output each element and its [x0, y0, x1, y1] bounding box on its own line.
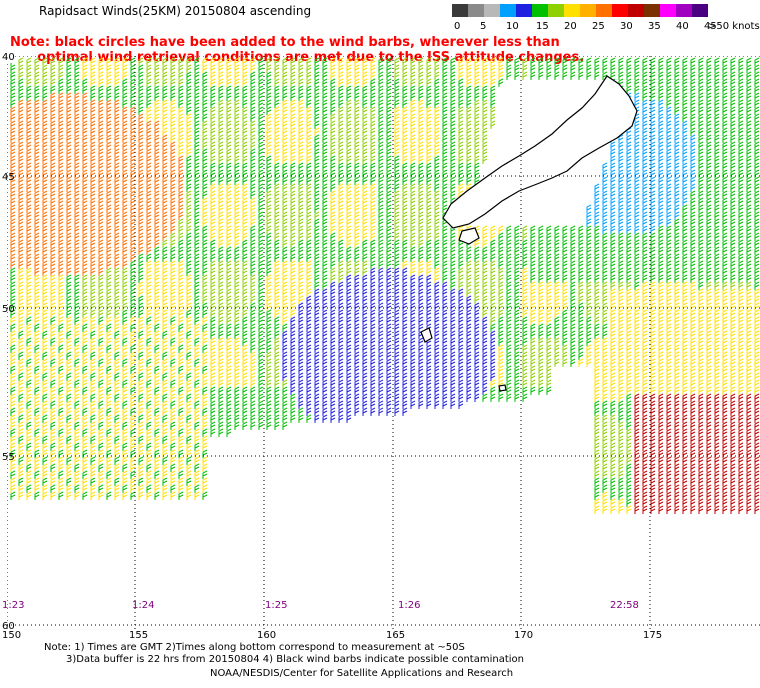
auckland-islands [420, 327, 433, 343]
lat-label-40: 40 [2, 52, 15, 63]
legend-label-15: 15 [536, 21, 549, 32]
legend-label-max: >50 knots [708, 21, 760, 32]
legend-swatch [548, 4, 564, 17]
legend-label-40: 40 [676, 21, 689, 32]
lon-label-160: 160 [257, 630, 277, 641]
wind-barb-map [7, 56, 760, 631]
footer-note-1: Note: 1) Times are GMT 2)Times along bot… [44, 642, 465, 653]
legend-swatch [452, 4, 468, 17]
lat-label-55: 55 [2, 452, 15, 463]
legend-label-10: 10 [506, 21, 519, 32]
lon-label-155: 155 [129, 630, 149, 641]
time-label-2: 1:24 [132, 600, 155, 611]
legend-swatch [516, 4, 532, 17]
legend-swatch [596, 4, 612, 17]
lon-label-150: 150 [2, 630, 22, 641]
time-label-4: 1:26 [398, 600, 421, 611]
legend-swatch [500, 4, 516, 17]
legend-label-20: 20 [564, 21, 577, 32]
legend-swatch [468, 4, 484, 17]
lon-label-170: 170 [514, 630, 534, 641]
legend-label-0: 0 [454, 21, 461, 32]
legend-swatch [564, 4, 580, 17]
grid-lines [7, 56, 760, 631]
legend-swatch [676, 4, 692, 17]
legend-label-5: 5 [480, 21, 487, 32]
lon-label-165: 165 [386, 630, 406, 641]
footer-credit: NOAA/NESDIS/Center for Satellite Applica… [210, 668, 514, 679]
new-zealand-coastline [420, 75, 638, 392]
legend-label-25: 25 [592, 21, 605, 32]
legend-label-45: 45 [704, 21, 717, 32]
lat-label-60: 60 [2, 621, 15, 632]
time-label-5: 22:58 [610, 600, 639, 611]
footer-note-2: 3)Data buffer is 22 hrs from 20150804 4)… [66, 654, 524, 665]
legend-swatch [612, 4, 628, 17]
campbell-island [498, 384, 507, 392]
time-label-1: 1:23 [2, 600, 25, 611]
legend-swatch [692, 4, 708, 17]
south-island [442, 75, 638, 229]
lat-label-50: 50 [2, 304, 15, 315]
lat-label-45: 45 [2, 172, 15, 183]
legend-swatch [532, 4, 548, 17]
legend-label-35: 35 [648, 21, 661, 32]
legend-swatch [660, 4, 676, 17]
legend-swatch [484, 4, 500, 17]
map-title: Rapidsact Winds(25KM) 20150804 ascending [39, 4, 312, 18]
lon-label-175: 175 [643, 630, 663, 641]
warning-note-line1: Note: black circles have been added to t… [10, 35, 560, 50]
legend-swatch [644, 4, 660, 17]
stewart-island [458, 227, 480, 245]
wind-barbs [10, 57, 760, 514]
legend-label-30: 30 [620, 21, 633, 32]
legend-swatch [580, 4, 596, 17]
legend-swatch [628, 4, 644, 17]
time-label-3: 1:25 [265, 600, 288, 611]
